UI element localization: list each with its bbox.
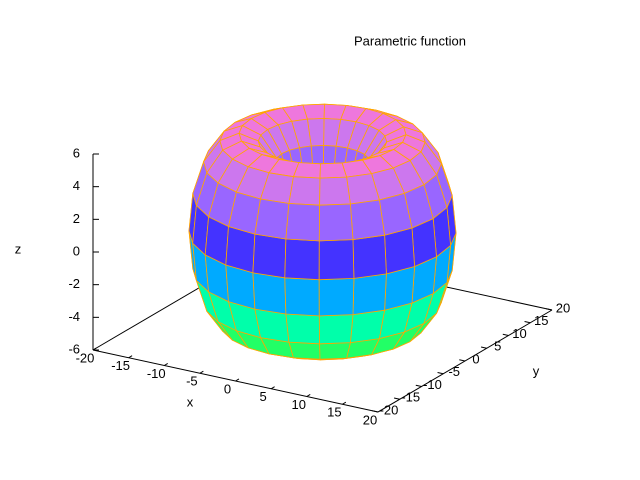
y-tick xyxy=(459,359,466,362)
y-tick xyxy=(393,397,400,400)
x-tick xyxy=(377,409,382,413)
x-tick-label: -5 xyxy=(186,374,198,389)
x-tick xyxy=(342,401,347,405)
y-tick-label: 15 xyxy=(534,313,548,328)
surface-facet xyxy=(318,203,354,242)
surface-facet xyxy=(384,227,416,275)
y-tick xyxy=(502,333,509,336)
x-tick xyxy=(163,363,168,366)
surface-facet xyxy=(225,226,256,274)
x-axis-label: x xyxy=(187,394,194,409)
x-tick-label: -15 xyxy=(111,358,130,373)
x-tick-label: 20 xyxy=(363,412,377,427)
y-tick xyxy=(415,384,422,387)
z-tick-label: 2 xyxy=(73,211,80,226)
y-axis-label: y xyxy=(533,363,540,378)
z-tick-label: 4 xyxy=(73,178,80,193)
surface-facet xyxy=(349,309,386,344)
surface-facet xyxy=(352,234,387,279)
surface-facet xyxy=(318,277,355,317)
x-tick xyxy=(128,355,133,359)
surface-facet xyxy=(284,238,320,281)
x-tick-label: 15 xyxy=(327,405,341,420)
x-tick-label: 10 xyxy=(292,397,306,412)
x-tick-label: -10 xyxy=(147,366,166,381)
z-tick-label: -4 xyxy=(68,309,80,324)
y-tick-label: 10 xyxy=(512,326,526,341)
surface-facet xyxy=(252,233,287,279)
surface-facet xyxy=(288,176,321,206)
surface-facet xyxy=(254,198,290,240)
surface-facet xyxy=(319,162,348,179)
y-tick xyxy=(524,321,531,324)
surface-facet xyxy=(318,239,355,281)
y-tick-label: 5 xyxy=(494,339,501,354)
surface-facet xyxy=(284,277,320,317)
z-tick-label: -6 xyxy=(68,341,80,356)
z-axis-label: z xyxy=(15,241,22,256)
x-tick xyxy=(235,378,240,382)
y-tick-label: -5 xyxy=(448,364,460,379)
y-tick xyxy=(546,308,553,311)
surface-facet xyxy=(352,273,387,316)
y-tick xyxy=(480,346,487,349)
surface-facet xyxy=(319,342,351,360)
surface-facet xyxy=(285,313,321,345)
y-tick-label: -20 xyxy=(380,402,399,417)
z-tick-label: 6 xyxy=(73,145,80,160)
z-tick-label: 0 xyxy=(73,243,80,258)
x-tick-label: 5 xyxy=(260,389,267,404)
x-tick xyxy=(270,386,275,390)
y-tick-label: 0 xyxy=(472,351,479,366)
chart-title: Parametric function xyxy=(354,33,466,48)
x-tick xyxy=(199,370,204,374)
surface-facet xyxy=(318,314,354,345)
surface-facet xyxy=(288,341,321,360)
y-tick xyxy=(437,372,444,375)
surface-facet xyxy=(285,203,321,242)
y-tick-label: -15 xyxy=(401,390,420,405)
surface-facet xyxy=(319,176,351,206)
z-tick-label: -2 xyxy=(68,276,80,291)
y-tick-label: -10 xyxy=(423,377,442,392)
x-tick-label: -20 xyxy=(76,350,95,365)
y-tick xyxy=(372,410,379,413)
surface xyxy=(188,103,457,361)
x-tick xyxy=(306,394,311,397)
x-tick-label: 0 xyxy=(224,381,231,396)
surface-facet xyxy=(349,199,386,241)
y-tick-label: 20 xyxy=(556,300,570,315)
surface-facet xyxy=(252,272,287,315)
